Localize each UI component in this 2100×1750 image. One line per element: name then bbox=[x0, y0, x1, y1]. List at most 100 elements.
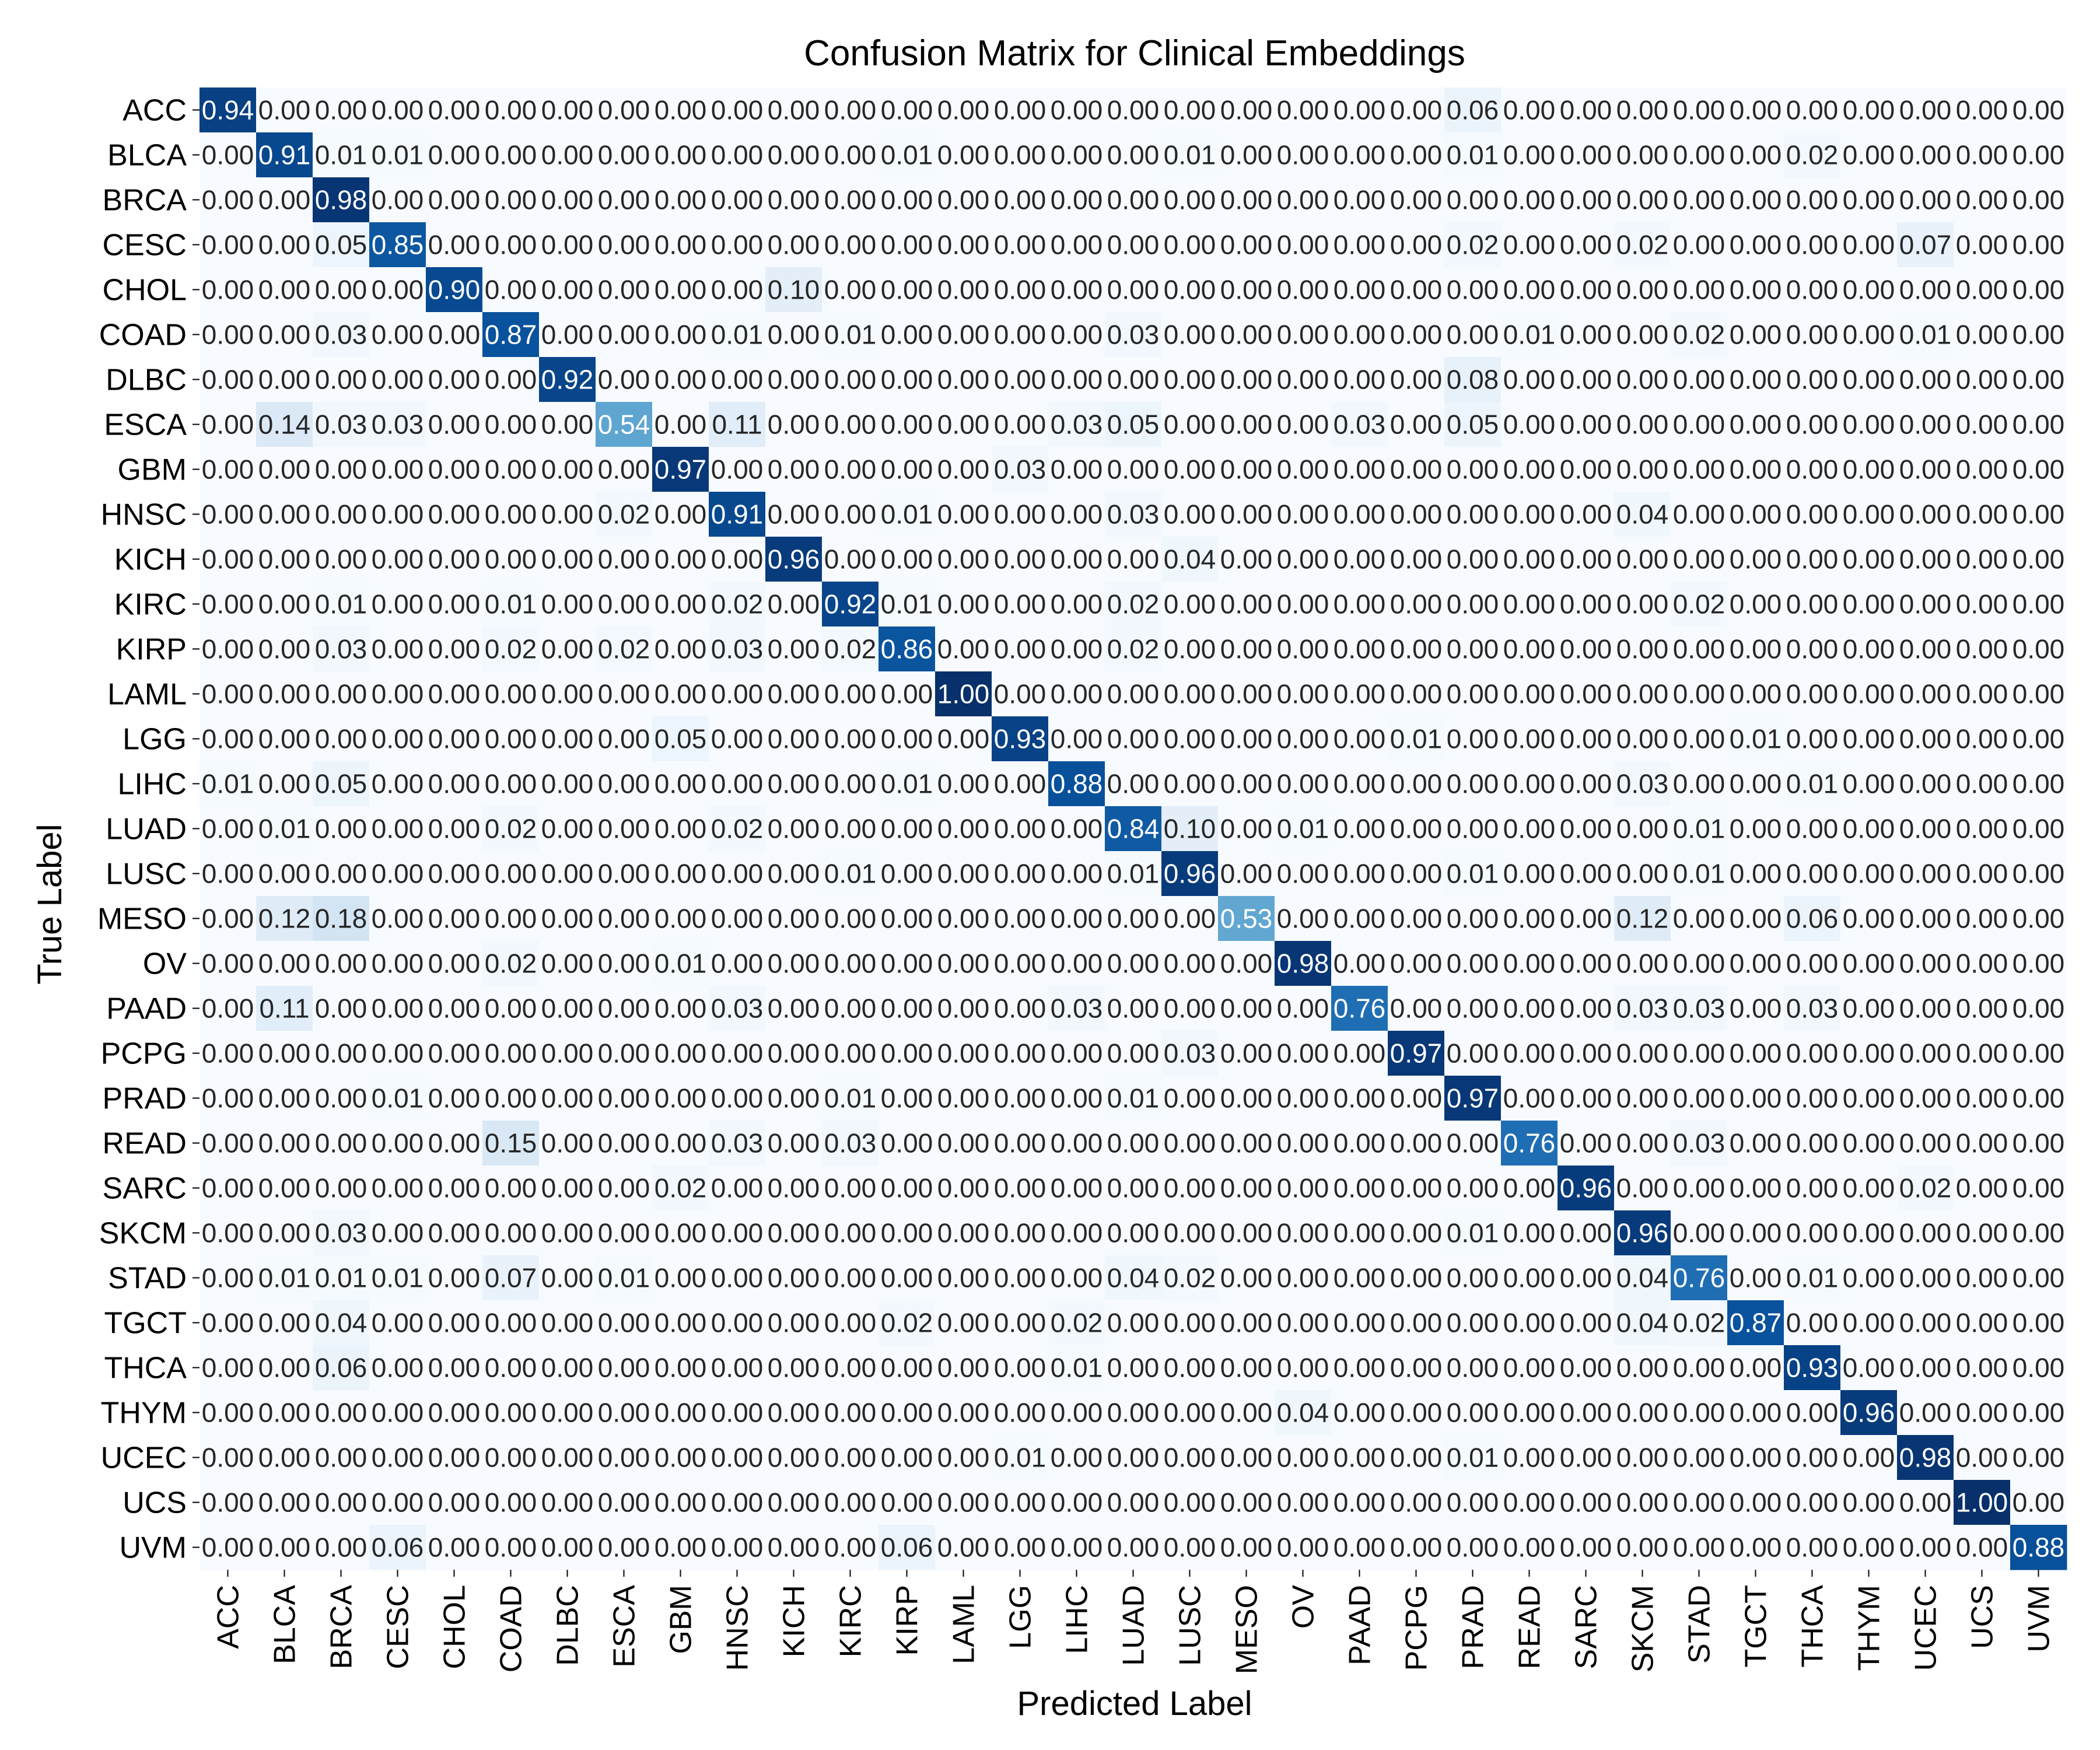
heatmap-cell bbox=[1501, 402, 1558, 447]
cell-value-label: 0.00 bbox=[1051, 679, 1103, 709]
cell-value-label: 0.00 bbox=[711, 1308, 764, 1338]
cell-value-label: 0.00 bbox=[937, 1398, 990, 1428]
cell-value-label: 0.00 bbox=[1560, 140, 1612, 170]
heatmap-cell bbox=[1501, 222, 1558, 268]
cell-value-label: 0.00 bbox=[1051, 589, 1103, 620]
heatmap-cell bbox=[1161, 447, 1219, 492]
y-tick-label: LGG bbox=[123, 723, 187, 757]
heatmap-cell bbox=[709, 88, 766, 133]
cell-value-label: 0.01 bbox=[1899, 320, 1952, 350]
cell-value-label: 0.00 bbox=[1277, 859, 1329, 889]
heatmap-cell bbox=[1275, 312, 1332, 358]
cell-value-label: 0.00 bbox=[881, 1038, 933, 1069]
cell-value-label: 0.00 bbox=[881, 1218, 933, 1248]
cell-value-label: 0.00 bbox=[1051, 1263, 1103, 1293]
cell-value-label: 0.02 bbox=[1107, 634, 1160, 664]
cell-value-label: 0.00 bbox=[258, 1038, 311, 1069]
cell-value-label: 0.01 bbox=[1107, 1083, 1160, 1114]
cell-value-label: 0.00 bbox=[372, 1398, 424, 1428]
heatmap-cell bbox=[1388, 222, 1445, 268]
cell-value-label: 0.00 bbox=[2013, 724, 2065, 754]
cell-value-label: 0.00 bbox=[1899, 1218, 1952, 1248]
cell-value-label: 0.00 bbox=[598, 1443, 650, 1473]
cell-value-label: 0.00 bbox=[428, 949, 481, 979]
cell-value-label: 0.00 bbox=[598, 454, 650, 485]
cell-value-label: 0.00 bbox=[372, 724, 424, 754]
cell-value-label: 0.06 bbox=[881, 1532, 933, 1563]
cell-value-label: 0.00 bbox=[1220, 1218, 1273, 1248]
cell-value-label: 0.00 bbox=[202, 1443, 254, 1473]
cell-value-label: 0.00 bbox=[541, 140, 594, 170]
cell-value-label: 0.01 bbox=[372, 1083, 424, 1114]
cell-value-label: 0.00 bbox=[2013, 814, 2065, 844]
cell-value-label: 0.00 bbox=[1107, 993, 1160, 1024]
cell-value-label: 0.00 bbox=[1730, 95, 1782, 125]
cell-value-label: 0.00 bbox=[824, 544, 877, 575]
cell-value-label: 0.00 bbox=[1730, 814, 1782, 844]
heatmap-cell bbox=[935, 312, 992, 358]
heatmap-cell bbox=[2010, 267, 2067, 313]
cell-value-label: 0.00 bbox=[1503, 1173, 1556, 1203]
x-tick-label: UCEC bbox=[1909, 1585, 1943, 1671]
cell-value-label: 0.96 bbox=[1560, 1173, 1612, 1203]
cell-value-label: 0.00 bbox=[1164, 1218, 1216, 1248]
cell-value-label: 0.01 bbox=[202, 769, 254, 799]
cell-value-label: 0.00 bbox=[1899, 1353, 1952, 1383]
heatmap-cell bbox=[369, 88, 426, 133]
cell-value-label: 0.00 bbox=[824, 499, 877, 530]
cell-value-label: 0.00 bbox=[1673, 679, 1726, 709]
cell-value-label: 0.00 bbox=[1673, 1038, 1726, 1069]
cell-value-label: 0.00 bbox=[768, 1488, 820, 1518]
cell-value-label: 0.00 bbox=[2013, 904, 2065, 934]
cell-value-label: 0.00 bbox=[937, 1083, 990, 1114]
x-tick-label: THCA bbox=[1796, 1585, 1830, 1668]
cell-value-label: 0.00 bbox=[937, 365, 990, 395]
cell-value-label: 0.00 bbox=[1899, 769, 1952, 799]
heatmap-cell bbox=[1897, 177, 1954, 223]
cell-value-label: 0.00 bbox=[1051, 1128, 1103, 1158]
cell-value-label: 0.00 bbox=[1051, 1038, 1103, 1069]
cell-value-label: 0.00 bbox=[1956, 993, 2008, 1024]
cell-value-label: 0.00 bbox=[1390, 499, 1443, 530]
heatmap-cell bbox=[1275, 222, 1332, 268]
cell-value-label: 0.00 bbox=[315, 1532, 368, 1563]
cell-value-label: 0.00 bbox=[1843, 679, 1895, 709]
cell-value-label: 0.00 bbox=[1673, 1218, 1726, 1248]
cell-value-label: 0.00 bbox=[1334, 1443, 1386, 1473]
cell-value-label: 0.00 bbox=[1899, 1263, 1952, 1293]
cell-value-label: 0.00 bbox=[598, 140, 650, 170]
cell-value-label: 0.00 bbox=[1334, 185, 1386, 215]
cell-value-label: 0.07 bbox=[1899, 230, 1952, 260]
cell-value-label: 0.00 bbox=[1277, 1038, 1329, 1069]
cell-value-label: 0.00 bbox=[1447, 814, 1499, 844]
cell-value-label: 0.00 bbox=[1503, 1263, 1556, 1293]
cell-value-label: 0.00 bbox=[937, 1038, 990, 1069]
heatmap-cell bbox=[1727, 88, 1784, 133]
cell-value-label: 0.00 bbox=[1447, 1263, 1499, 1293]
cell-value-label: 0.00 bbox=[258, 320, 311, 350]
heatmap-cell bbox=[426, 357, 483, 402]
cell-value-label: 0.00 bbox=[1107, 230, 1160, 260]
heatmap-cell bbox=[1671, 447, 1728, 492]
heatmap-cell bbox=[1501, 492, 1558, 537]
cell-value-label: 0.00 bbox=[1390, 1488, 1443, 1518]
cell-value-label: 0.00 bbox=[372, 589, 424, 620]
cell-value-label: 0.00 bbox=[824, 949, 877, 979]
cell-value-label: 0.00 bbox=[202, 859, 254, 889]
cell-value-label: 0.05 bbox=[1107, 410, 1160, 440]
heatmap-cell bbox=[1331, 177, 1388, 223]
cell-value-label: 0.00 bbox=[2013, 140, 2065, 170]
cell-value-label: 0.00 bbox=[1956, 140, 2008, 170]
cell-value-label: 0.02 bbox=[485, 814, 537, 844]
cell-value-label: 0.00 bbox=[1447, 589, 1499, 620]
cell-value-label: 0.00 bbox=[1447, 769, 1499, 799]
cell-value-label: 0.00 bbox=[994, 634, 1046, 664]
cell-value-label: 0.00 bbox=[1164, 230, 1216, 260]
cell-value-label: 0.00 bbox=[372, 904, 424, 934]
x-tick-label: COAD bbox=[495, 1585, 528, 1672]
cell-value-label: 0.00 bbox=[1390, 859, 1443, 889]
cell-value-label: 0.00 bbox=[768, 185, 820, 215]
cell-value-label: 0.00 bbox=[1390, 634, 1443, 664]
cell-value-label: 0.00 bbox=[994, 410, 1046, 440]
cell-value-label: 0.00 bbox=[1390, 993, 1443, 1024]
